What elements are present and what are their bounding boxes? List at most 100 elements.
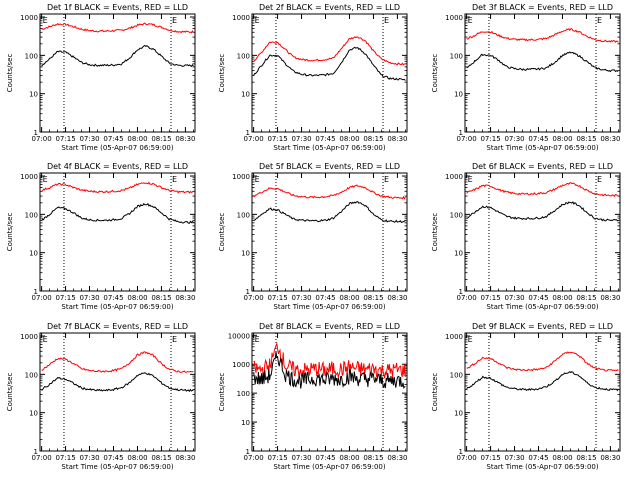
plot-frame <box>464 172 621 292</box>
x-tick-label: 08:30 <box>387 294 407 302</box>
x-tick-label: 07:45 <box>103 454 123 462</box>
x-tick-label: 07:30 <box>291 294 311 302</box>
plot-frame <box>464 13 621 133</box>
y-axis-label: Counts/sec <box>431 213 439 252</box>
y-tick-label: 100 <box>450 52 463 60</box>
y-tick-label: 100 <box>237 52 250 60</box>
e-marker-label: E <box>384 175 389 184</box>
x-tick-label: 07:45 <box>528 454 548 462</box>
y-tick-label: 100 <box>25 52 38 60</box>
x-tick-label: 08:30 <box>175 294 195 302</box>
x-tick-label: 08:15 <box>363 294 383 302</box>
y-tick-label: 10 <box>241 419 250 427</box>
series-line-red-lld <box>253 36 406 66</box>
series-line-red-lld <box>41 181 194 194</box>
panel-5: Det 5f BLACK = Events, RED = LLD 1 10 100 10… <box>218 162 408 311</box>
e-marker-label: E <box>597 335 602 344</box>
x-axis-label: Start Time (05-Apr-07 06:59:00) <box>61 144 173 152</box>
e-marker-label: E <box>468 335 473 344</box>
x-tick-label: 07:00 <box>32 294 52 302</box>
x-tick-label: 08:30 <box>600 294 620 302</box>
series-line-black-events <box>466 51 619 73</box>
series-line-black-events <box>253 201 406 224</box>
chart-title: Det 8f BLACK = Events, RED = LLD <box>259 322 400 331</box>
chart-title: Det 2f BLACK = Events, RED = LLD <box>259 3 400 12</box>
y-axis-label: Counts/sec <box>218 54 226 93</box>
x-axis-label: Start Time (05-Apr-07 06:59:00) <box>61 463 173 471</box>
x-tick-label: 08:00 <box>339 135 359 143</box>
y-tick-label: 10 <box>241 91 250 99</box>
y-tick-label: 1000 <box>232 173 250 181</box>
x-tick-label: 07:15 <box>55 135 75 143</box>
y-tick-label: 1 <box>246 288 250 296</box>
y-tick-label: 10 <box>29 250 38 258</box>
panel-1: Det 1f BLACK = Events, RED = LLD 1 10 100 10… <box>6 3 196 152</box>
y-tick-label: 100 <box>450 211 463 219</box>
chart-title: Det 7f BLACK = Events, RED = LLD <box>47 322 188 331</box>
y-axis-label: Counts/sec <box>6 54 14 93</box>
series-line-red-lld <box>253 341 406 379</box>
x-axis-label: Start Time (05-Apr-07 06:59:00) <box>486 463 598 471</box>
x-tick-label: 07:15 <box>55 294 75 302</box>
y-tick-label: 10 <box>29 91 38 99</box>
x-tick-label: 08:15 <box>576 454 596 462</box>
y-axis-label: Counts/sec <box>218 213 226 252</box>
y-axis-label: Counts/sec <box>6 373 14 412</box>
y-tick-label: 1 <box>34 129 38 137</box>
y-tick-label: 1000 <box>445 14 463 22</box>
series-line-red-lld <box>41 351 194 373</box>
x-tick-label: 07:45 <box>103 294 123 302</box>
y-axis-label: Counts/sec <box>218 373 226 412</box>
panel-3: Det 3f BLACK = Events, RED = LLD 1 10 100 10… <box>431 3 621 152</box>
y-tick-label: 1 <box>246 129 250 137</box>
y-tick-label: 1 <box>246 448 250 456</box>
e-marker-label: E <box>172 335 177 344</box>
y-tick-label: 10 <box>241 250 250 258</box>
y-tick-label: 100 <box>25 371 38 379</box>
e-marker-label: E <box>468 175 473 184</box>
e-marker-label: E <box>255 335 260 344</box>
x-tick-label: 07:00 <box>457 454 477 462</box>
x-tick-label: 07:45 <box>315 454 335 462</box>
plot-frame <box>39 13 196 133</box>
x-tick-label: 07:00 <box>244 135 264 143</box>
series-line-red-lld <box>41 22 194 34</box>
plot-frame <box>251 13 408 133</box>
x-tick-label: 08:00 <box>127 294 147 302</box>
plot-frame <box>251 172 408 292</box>
series-line-black-events <box>253 351 406 389</box>
y-axis-label: Counts/sec <box>431 54 439 93</box>
x-tick-label: 08:15 <box>363 454 383 462</box>
series-line-red-lld <box>466 182 619 198</box>
series-line-red-lld <box>466 351 619 372</box>
series-line-red-lld <box>253 184 406 200</box>
y-tick-label: 1 <box>459 448 463 456</box>
y-tick-label: 1 <box>459 129 463 137</box>
x-tick-label: 08:00 <box>339 294 359 302</box>
x-tick-label: 08:00 <box>127 454 147 462</box>
x-tick-label: 07:30 <box>291 135 311 143</box>
x-tick-label: 08:30 <box>387 135 407 143</box>
y-tick-label: 1000 <box>445 173 463 181</box>
y-tick-label: 1000 <box>20 333 38 341</box>
y-tick-label: 1000 <box>20 14 38 22</box>
x-axis-label: Start Time (05-Apr-07 06:59:00) <box>61 303 173 311</box>
panel-6: Det 6f BLACK = Events, RED = LLD 1 10 100 10… <box>431 162 621 311</box>
y-axis-label: Counts/sec <box>431 373 439 412</box>
panel-4: Det 4f BLACK = Events, RED = LLD 1 10 100 10… <box>6 162 196 311</box>
x-tick-label: 08:00 <box>552 454 572 462</box>
x-tick-label: 07:30 <box>504 294 524 302</box>
y-tick-label: 1000 <box>232 361 250 369</box>
x-tick-label: 08:30 <box>600 135 620 143</box>
x-tick-label: 08:15 <box>576 294 596 302</box>
series-line-black-events <box>253 46 406 81</box>
e-marker-label: E <box>468 16 473 25</box>
x-tick-label: 08:00 <box>552 135 572 143</box>
chart-title: Det 4f BLACK = Events, RED = LLD <box>47 162 188 171</box>
x-tick-label: 07:45 <box>103 135 123 143</box>
panel-8: Det 8f BLACK = Events, RED = LLD 1 10 100 10… <box>218 322 408 471</box>
x-tick-label: 07:15 <box>267 135 287 143</box>
x-tick-label: 07:45 <box>315 135 335 143</box>
x-tick-label: 08:15 <box>151 135 171 143</box>
